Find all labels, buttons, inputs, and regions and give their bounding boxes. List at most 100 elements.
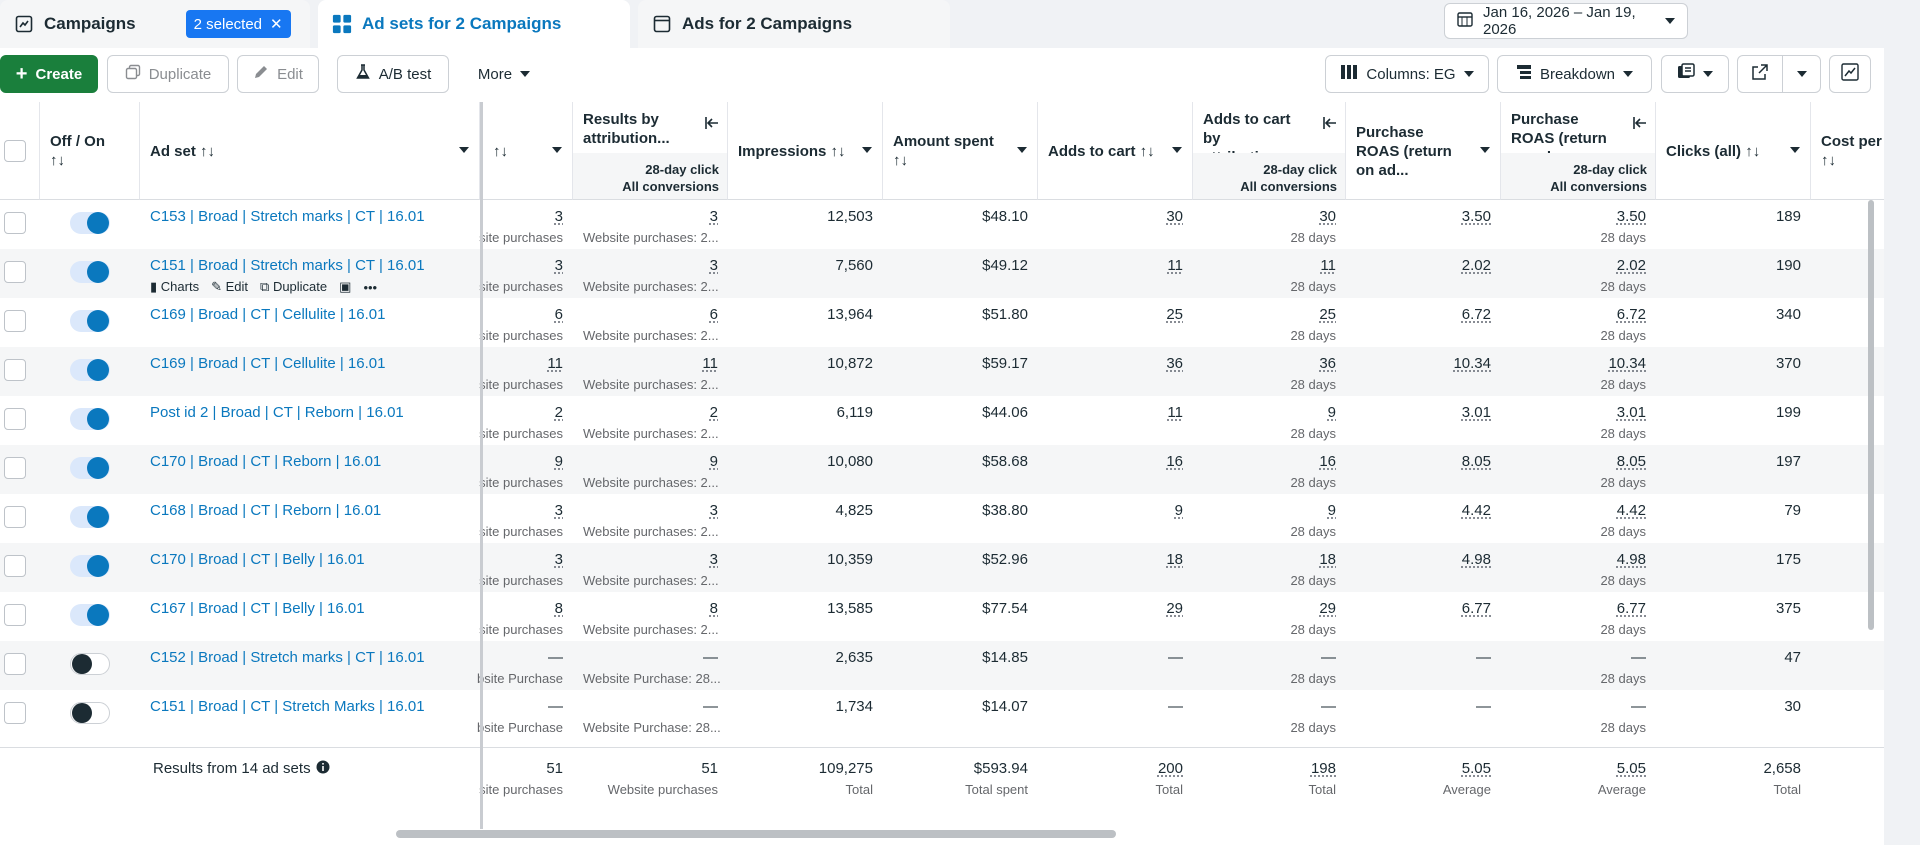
row-checkbox[interactable] [4,653,26,675]
row-on-off-toggle[interactable] [70,261,110,283]
header-off-on[interactable]: Off / On ↑↓ [40,102,140,200]
header-purchase-roas[interactable]: Purchase ROAS (return on ad... [1346,102,1501,200]
header-results[interactable]: ↑↓ [483,102,573,200]
row-charts-action[interactable]: ▮ Charts [150,279,199,295]
more-options-icon[interactable]: ••• [363,279,378,295]
cell-atc: 11 [1038,396,1193,445]
ad-set-name-link[interactable]: C170 | Broad | CT | Belly | 16.01 [150,551,365,568]
row-on-off-toggle[interactable] [70,506,110,528]
create-button[interactable]: + Create [0,55,98,93]
header-results-by-attribution[interactable]: Results by attribution... 28-day click A… [573,102,728,200]
cell-subtext: bsite Purchase [477,720,563,735]
ab-test-button[interactable]: A/B test [337,55,449,93]
row-checkbox[interactable] [4,359,26,381]
table-row[interactable]: C169 | Broad | CT | Cellulite | 16.01 11 s… [0,347,1884,396]
sort-icon[interactable]: ↑↓ [50,152,65,169]
row-checkbox[interactable] [4,261,26,283]
header-impressions[interactable]: Impressions ↑↓ [728,102,883,200]
chevron-down-icon[interactable] [862,147,872,153]
duplicate-button[interactable]: Duplicate [107,55,229,93]
clear-selection-icon[interactable]: ✕ [270,16,283,33]
image-icon[interactable]: ▣ [339,279,352,294]
row-on-off-toggle[interactable] [70,702,110,724]
row-on-off-toggle[interactable] [70,653,110,675]
table-row[interactable]: C169 | Broad | CT | Cellulite | 16.01 6 si… [0,298,1884,347]
header-purchase-roas-attribution[interactable]: Purchase ROAS (return on ad... 28-day cl… [1501,102,1656,200]
horizontal-scrollbar[interactable] [396,830,1116,838]
row-checkbox[interactable] [4,506,26,528]
header-adds-to-cart[interactable]: Adds to cart ↑↓ [1038,102,1193,200]
tab-adsets[interactable]: Ad sets for 2 Campaigns [318,0,630,48]
collapse-column-icon[interactable] [1633,116,1647,133]
row-on-off-toggle[interactable] [70,604,110,626]
ad-set-name-cell: C169 | Broad | CT | Cellulite | 16.01 [140,347,480,396]
export-button[interactable] [1737,55,1821,93]
reports-button[interactable] [1661,55,1729,93]
header-adds-by-attribution[interactable]: Adds to cart by attribution... 28-day cl… [1193,102,1346,200]
ad-set-name-link[interactable]: C151 | Broad | Stretch marks | CT | 16.0… [150,257,425,274]
row-checkbox[interactable] [4,555,26,577]
info-icon[interactable] [316,760,330,777]
edit-button[interactable]: Edit [237,55,319,93]
select-all-checkbox[interactable] [4,140,26,162]
table-row[interactable]: C151 | Broad | CT | Stretch Marks | 16.0… [0,690,1884,739]
date-range-picker[interactable]: Jan 16, 2026 – Jan 19, 2026 [1444,3,1688,39]
columns-button[interactable]: Columns: EG [1325,55,1489,93]
row-on-off-toggle[interactable] [70,555,110,577]
tab-ads[interactable]: Ads for 2 Campaigns [638,0,950,48]
header-ad-set[interactable]: Ad set ↑↓ [140,102,480,200]
selected-count-badge[interactable]: 2 selected ✕ [185,10,291,38]
row-duplicate-action[interactable]: ⧉ Duplicate [260,279,327,295]
chevron-down-icon[interactable] [552,147,562,153]
sort-icon[interactable]: ↑↓ [893,152,908,169]
row-checkbox[interactable] [4,457,26,479]
table-row[interactable]: C170 | Broad | CT | Reborn | 16.01 9 site … [0,445,1884,494]
header-amount-spent[interactable]: Amount spent ↑↓ [883,102,1038,200]
header-cost-per[interactable]: Cost per ↑↓ [1811,102,1884,200]
row-on-off-toggle[interactable] [70,212,110,234]
row-checkbox[interactable] [4,408,26,430]
ad-set-name-link[interactable]: C167 | Broad | CT | Belly | 16.01 [150,600,365,617]
breakdown-button[interactable]: Breakdown [1497,55,1652,93]
cell-value: 3 [709,208,718,225]
ad-set-name-link[interactable]: C168 | Broad | CT | Reborn | 16.01 [150,502,382,519]
vertical-scrollbar[interactable] [1868,200,1874,630]
collapse-column-icon[interactable] [705,116,719,133]
header-clicks[interactable]: Clicks (all) ↑↓ [1656,102,1811,200]
ad-set-name-link[interactable]: C151 | Broad | CT | Stretch Marks | 16.0… [150,698,425,715]
ad-set-name-link[interactable]: C152 | Broad | Stretch marks | CT | 16.0… [150,649,425,666]
collapse-column-icon[interactable] [1323,116,1337,133]
ad-set-name-link[interactable]: C153 | Broad | Stretch marks | CT | 16.0… [150,208,425,225]
row-on-off-toggle[interactable] [70,310,110,332]
cell-attr: 6 Website purchases: 2... [573,298,728,347]
row-on-off-toggle[interactable] [70,359,110,381]
row-on-off-toggle[interactable] [70,457,110,479]
row-checkbox[interactable] [4,604,26,626]
table-row[interactable]: C152 | Broad | Stretch marks | CT | 16.0… [0,641,1884,690]
table-row[interactable]: C153 | Broad | Stretch marks | CT | 16.0… [0,200,1884,249]
table-row[interactable]: C151 | Broad | Stretch marks | CT | 16.0… [0,249,1884,298]
chevron-down-icon[interactable] [1017,147,1027,153]
more-button[interactable]: More [462,55,546,93]
chevron-down-icon[interactable] [1172,147,1182,153]
table-row[interactable]: Post id 2 | Broad | CT | Reborn | 16.01 2… [0,396,1884,445]
ad-set-name-link[interactable]: Post id 2 | Broad | CT | Reborn | 16.01 [150,404,404,421]
row-checkbox[interactable] [4,212,26,234]
row-on-off-toggle[interactable] [70,408,110,430]
row-checkbox[interactable] [4,310,26,332]
ad-set-name-link[interactable]: C169 | Broad | CT | Cellulite | 16.01 [150,355,386,372]
ad-set-name-link[interactable]: C169 | Broad | CT | Cellulite | 16.01 [150,306,386,323]
table-row[interactable]: C168 | Broad | CT | Reborn | 16.01 3 site … [0,494,1884,543]
charts-toggle-button[interactable] [1829,55,1871,93]
row-edit-action[interactable]: ✎ Edit [211,279,248,295]
tab-campaigns[interactable]: Campaigns 2 selected ✕ [0,0,310,48]
ad-set-name-link[interactable]: C170 | Broad | CT | Reborn | 16.01 [150,453,382,470]
sort-icon[interactable]: ↑↓ [1821,152,1836,169]
table-row[interactable]: C167 | Broad | CT | Belly | 16.01 8 site p… [0,592,1884,641]
table-row[interactable]: C170 | Broad | CT | Belly | 16.01 3 site p… [0,543,1884,592]
row-checkbox[interactable] [4,702,26,724]
chevron-down-icon[interactable] [1480,147,1490,153]
chevron-down-icon[interactable] [1790,147,1800,153]
frozen-pane-divider[interactable] [480,102,483,829]
chevron-down-icon[interactable] [459,147,469,153]
